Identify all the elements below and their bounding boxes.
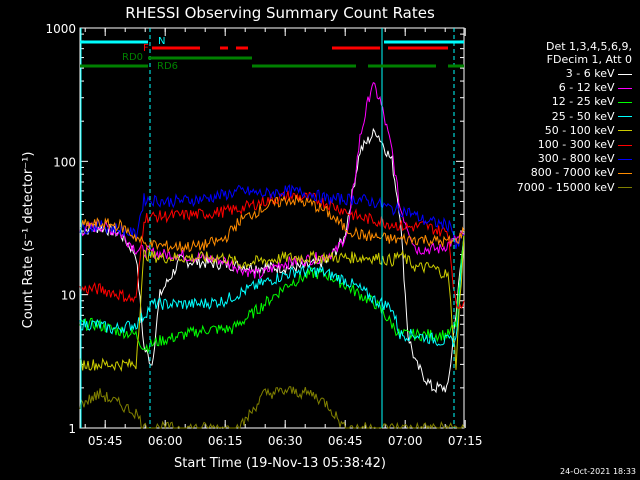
series-line [79, 184, 465, 249]
series-line [79, 234, 465, 347]
legend-item-swatch [618, 172, 632, 174]
y-axis-label: Count Rate (s⁻¹ detector⁻¹) [21, 152, 36, 329]
state-label-rd6: RD6 [157, 61, 178, 72]
legend-item: 3 - 6 keV [566, 67, 632, 80]
series-line [79, 195, 465, 254]
series-line [79, 190, 465, 310]
x-tick-label: 06:15 [208, 434, 243, 448]
state-label-f: F [143, 43, 149, 54]
plot-frame [79, 27, 465, 429]
series-line [79, 234, 465, 373]
legend-item-swatch [618, 73, 632, 75]
x-tick-label: 06:30 [268, 434, 303, 448]
y-tick-label: 1 [68, 422, 76, 436]
legend-item: 100 - 300 keV [538, 138, 632, 151]
x-tick-label: 07:00 [388, 434, 423, 448]
legend-item-label: 800 - 7000 keV [530, 166, 618, 180]
legend-item: 6 - 12 keV [559, 81, 632, 94]
legend-item-label: 3 - 6 keV [565, 67, 618, 80]
legend-item: 25 - 50 keV [552, 110, 632, 123]
legend-item-label: 50 - 100 keV [544, 123, 618, 137]
legend-item: 800 - 7000 keV [531, 166, 632, 179]
x-axis-label: Start Time (19-Nov-13 05:38:42) [174, 456, 386, 471]
series-line [79, 234, 465, 354]
series-line [79, 386, 465, 430]
x-tick-label: 05:45 [88, 434, 123, 448]
legend-item-swatch [618, 144, 632, 146]
legend-header-line1: Det 1,3,4,5,6,9, [545, 40, 632, 53]
x-tick-label: 06:45 [328, 434, 363, 448]
y-tick-label: 1000 [45, 22, 76, 36]
plot-area: 1 10 100 1000 05:45 06:00 06:15 06:30 06:45 07:00… [45, 22, 482, 448]
legend-item-swatch [618, 158, 632, 160]
y-tick-label: 100 [53, 155, 76, 169]
series-line [79, 82, 465, 280]
legend-item-swatch [618, 87, 632, 89]
legend-item-swatch [618, 187, 632, 189]
legend-item: 12 - 25 keV [552, 95, 632, 108]
state-label-n: N [158, 36, 165, 47]
chart-title: RHESSI Observing Summary Count Rates [125, 4, 435, 22]
legend-item-label: 25 - 50 keV [551, 109, 618, 123]
legend-item-swatch [618, 130, 632, 132]
legend-item: 300 - 800 keV [538, 152, 632, 165]
x-tick-label: 06:00 [148, 434, 183, 448]
x-tick-label: 07:15 [448, 434, 483, 448]
footer-date: 24-Oct-2021 18:33 [560, 467, 636, 476]
legend-item-label: 100 - 300 keV [537, 138, 618, 151]
legend-item: 7000 - 15000 keV [517, 181, 632, 194]
legend-header-line2: FDecim 1, Att 0 [546, 53, 632, 66]
legend-item-swatch [618, 116, 632, 118]
legend-item-label: 6 - 12 keV [558, 81, 618, 95]
legend-item-label: 12 - 25 keV [551, 95, 618, 109]
state-label-rd0: RD0 [122, 52, 143, 63]
legend-item: 50 - 100 keV [545, 124, 632, 137]
legend-item-swatch [618, 101, 632, 103]
y-tick-label: 10 [61, 289, 76, 303]
legend-item-label: 7000 - 15000 keV [516, 180, 618, 194]
legend-item-label: 300 - 800 keV [537, 152, 618, 166]
series-line [79, 127, 465, 394]
